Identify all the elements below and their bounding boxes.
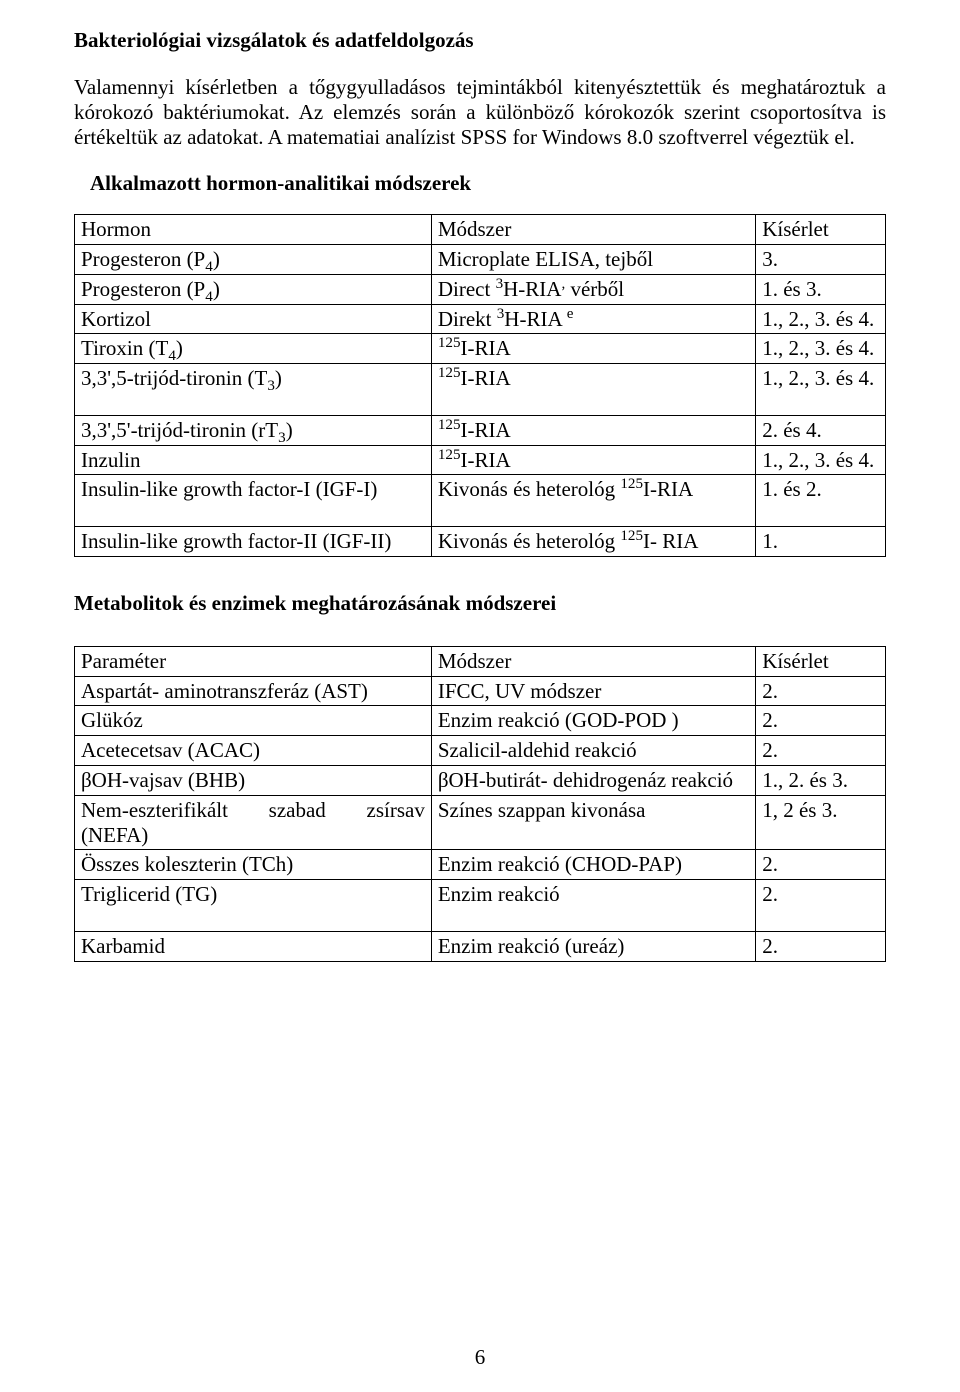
table-header-cell: Módszer <box>431 215 755 245</box>
table-cell: Insulin-like growth factor-I (IGF-I) <box>75 475 432 527</box>
table-cell: Kortizol <box>75 304 432 334</box>
table-cell: 125I-RIA <box>431 364 755 416</box>
table-row: Progesteron (P4)Direct 3H-RIA, vérből1. … <box>75 274 886 304</box>
table-cell: Direct 3H-RIA, vérből <box>431 274 755 304</box>
table-cell: Progesteron (P4) <box>75 274 432 304</box>
table-row: Triglicerid (TG)Enzim reakció2. <box>75 880 886 932</box>
table-cell: Aspartát- aminotranszferáz (AST) <box>75 676 432 706</box>
table-cell: Tiroxin (T4) <box>75 334 432 364</box>
table-cell: 125I-RIA <box>431 445 755 475</box>
table-header-cell: Módszer <box>431 646 755 676</box>
table-row: Tiroxin (T4)125I-RIA1., 2., 3. és 4. <box>75 334 886 364</box>
table-row: βOH-vajsav (BHB)βOH-butirát- dehidrogená… <box>75 766 886 796</box>
table-row: Insulin-like growth factor-I (IGF-I)Kivo… <box>75 475 886 527</box>
table-cell: Kivonás és heterológ 125I-RIA <box>431 475 755 527</box>
table-cell: Progesteron (P4) <box>75 245 432 275</box>
table-cell: 125I-RIA <box>431 415 755 445</box>
table-cell: 1. és 3. <box>756 274 886 304</box>
page-number: 6 <box>0 1345 960 1370</box>
table-cell: 1, 2 és 3. <box>756 795 886 850</box>
table-cell: Enzim reakció (GOD-POD ) <box>431 706 755 736</box>
table-cell: 1. <box>756 527 886 557</box>
table-header-cell: Hormon <box>75 215 432 245</box>
table-cell: Karbamid <box>75 931 432 961</box>
table-cell: 2. <box>756 676 886 706</box>
table-cell: 1., 2. és 3. <box>756 766 886 796</box>
table-cell: 2. <box>756 931 886 961</box>
table-row: 3,3',5'-trijód-tironin (rT3)125I-RIA2. é… <box>75 415 886 445</box>
section2-title: Metabolitok és enzimek meghatározásának … <box>74 591 886 616</box>
table-cell: Acetecetsav (ACAC) <box>75 736 432 766</box>
table-cell: βOH-vajsav (BHB) <box>75 766 432 796</box>
table-row: KarbamidEnzim reakció (ureáz)2. <box>75 931 886 961</box>
table-cell: Insulin-like growth factor-II (IGF-II) <box>75 527 432 557</box>
table-cell: Szalicil-aldehid reakció <box>431 736 755 766</box>
table-cell: 3,3',5-trijód-tironin (T3) <box>75 364 432 416</box>
table-row: KortizolDirekt 3H-RIA e1., 2., 3. és 4. <box>75 304 886 334</box>
table-cell: 1., 2., 3. és 4. <box>756 364 886 416</box>
table-cell: 2. <box>756 736 886 766</box>
table-header-cell: Kísérlet <box>756 215 886 245</box>
hormone-table: HormonMódszerKísérletProgesteron (P4)Mic… <box>74 214 886 557</box>
table-cell: 125I-RIA <box>431 334 755 364</box>
page: Bakteriológiai vizsgálatok és adatfeldol… <box>0 0 960 1392</box>
table-row: Összes koleszterin (TCh)Enzim reakció (C… <box>75 850 886 880</box>
section1-paragraph: Valamennyi kísérletben a tőgygyulladásos… <box>74 75 886 149</box>
section1-title: Bakteriológiai vizsgálatok és adatfeldol… <box>74 28 886 53</box>
table-row: Nem-eszterifikált szabad zsírsav (NEFA)S… <box>75 795 886 850</box>
table-cell: 3. <box>756 245 886 275</box>
table-cell: Színes szappan kivonása <box>431 795 755 850</box>
table-row: ParaméterMódszerKísérlet <box>75 646 886 676</box>
table-cell: 1., 2., 3. és 4. <box>756 445 886 475</box>
table-cell: 3,3',5'-trijód-tironin (rT3) <box>75 415 432 445</box>
table-row: Inzulin125I-RIA1., 2., 3. és 4. <box>75 445 886 475</box>
table-cell: Enzim reakció (CHOD-PAP) <box>431 850 755 880</box>
table-cell: Inzulin <box>75 445 432 475</box>
table-cell: Direkt 3H-RIA e <box>431 304 755 334</box>
table-row: 3,3',5-trijód-tironin (T3)125I-RIA1., 2.… <box>75 364 886 416</box>
table-row: Aspartát- aminotranszferáz (AST)IFCC, UV… <box>75 676 886 706</box>
metabolite-table: ParaméterMódszerKísérletAspartát- aminot… <box>74 646 886 962</box>
table-row: Insulin-like growth factor-II (IGF-II)Ki… <box>75 527 886 557</box>
table-header-cell: Kísérlet <box>756 646 886 676</box>
table-cell: βOH-butirát- dehidrogenáz reakció <box>431 766 755 796</box>
table-cell: Összes koleszterin (TCh) <box>75 850 432 880</box>
table-cell: 2. <box>756 850 886 880</box>
table-cell: Nem-eszterifikált szabad zsírsav (NEFA) <box>75 795 432 850</box>
table-row: Acetecetsav (ACAC)Szalicil-aldehid reakc… <box>75 736 886 766</box>
table-cell: 1. és 2. <box>756 475 886 527</box>
section1-subheading: Alkalmazott hormon-analitikai módszerek <box>74 171 886 196</box>
table-cell: Kivonás és heterológ 125I- RIA <box>431 527 755 557</box>
table-cell: Glükóz <box>75 706 432 736</box>
table-cell: Microplate ELISA, tejből <box>431 245 755 275</box>
table-cell: 2. <box>756 880 886 932</box>
table-cell: IFCC, UV módszer <box>431 676 755 706</box>
table-cell: 2. <box>756 706 886 736</box>
table-cell: Triglicerid (TG) <box>75 880 432 932</box>
table-header-cell: Paraméter <box>75 646 432 676</box>
table-row: GlükózEnzim reakció (GOD-POD )2. <box>75 706 886 736</box>
table-row: Progesteron (P4)Microplate ELISA, tejből… <box>75 245 886 275</box>
table-cell: Enzim reakció (ureáz) <box>431 931 755 961</box>
table-cell: Enzim reakció <box>431 880 755 932</box>
table-cell: 1., 2., 3. és 4. <box>756 304 886 334</box>
table-row: HormonMódszerKísérlet <box>75 215 886 245</box>
table-cell: 2. és 4. <box>756 415 886 445</box>
table-cell: 1., 2., 3. és 4. <box>756 334 886 364</box>
